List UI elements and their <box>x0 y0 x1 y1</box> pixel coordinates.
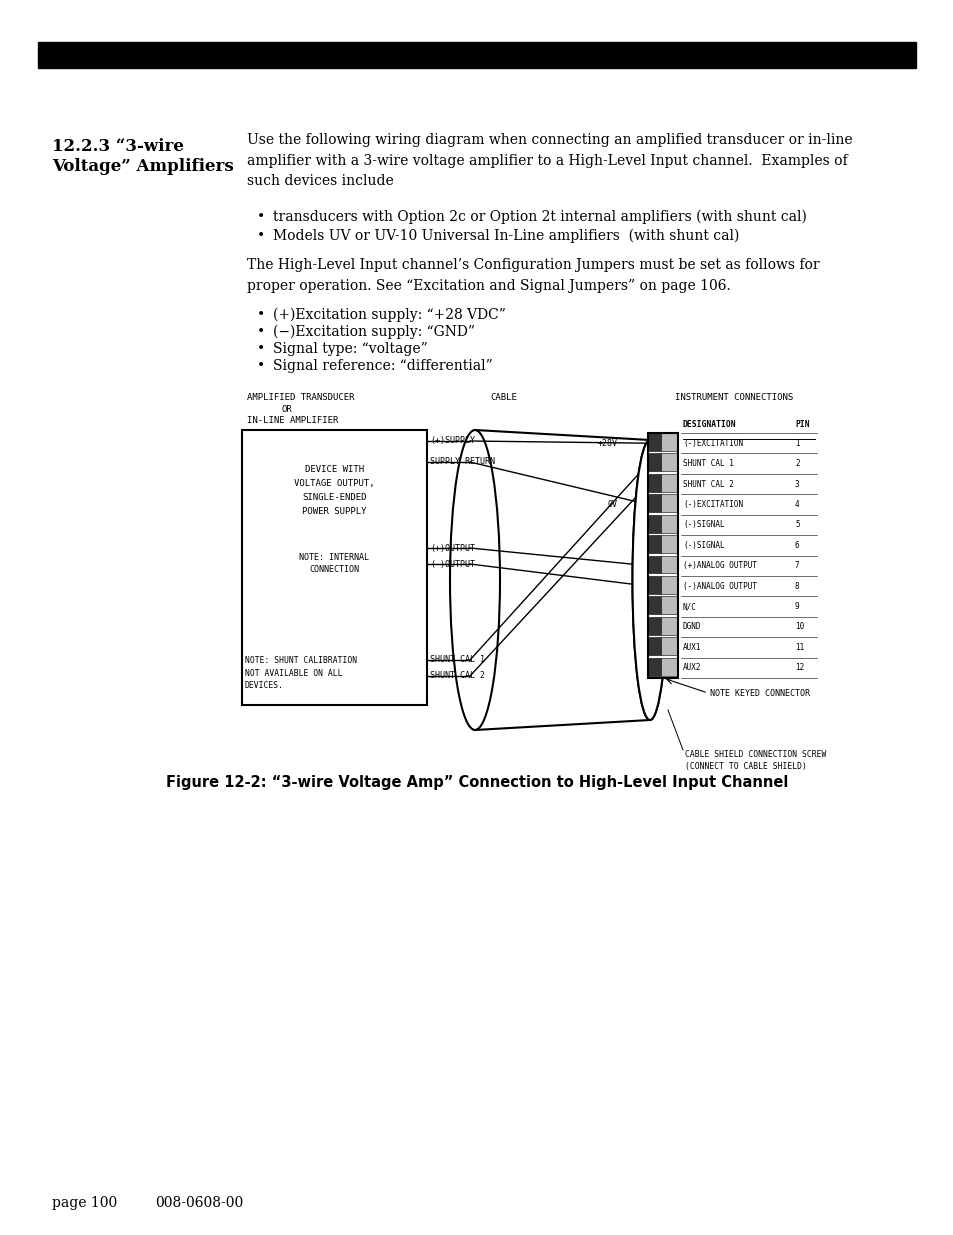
Bar <box>660 576 678 594</box>
Text: SHUNT CAL 2: SHUNT CAL 2 <box>682 479 733 489</box>
Text: IN-LINE AMPLIFIER: IN-LINE AMPLIFIER <box>247 416 338 425</box>
Text: 0V: 0V <box>607 500 618 509</box>
Text: 12: 12 <box>794 663 803 672</box>
Text: •: • <box>256 228 265 243</box>
Text: 11: 11 <box>794 643 803 652</box>
Text: NOTE: SHUNT CALIBRATION
NOT AVAILABLE ON ALL
DEVICES.: NOTE: SHUNT CALIBRATION NOT AVAILABLE ON… <box>245 656 356 690</box>
Bar <box>647 637 660 655</box>
Bar <box>660 535 678 553</box>
Text: NOTE KEYED CONNECTOR: NOTE KEYED CONNECTOR <box>709 688 809 698</box>
Bar <box>647 433 678 678</box>
Text: (−)Excitation supply: “GND”: (−)Excitation supply: “GND” <box>273 325 475 340</box>
Bar <box>647 453 660 472</box>
Bar <box>660 494 678 513</box>
Bar <box>660 474 678 492</box>
Text: 10: 10 <box>794 622 803 631</box>
Text: CABLE SHIELD CONNECTION SCREW
(CONNECT TO CABLE SHIELD): CABLE SHIELD CONNECTION SCREW (CONNECT T… <box>684 750 825 772</box>
Bar <box>647 556 660 573</box>
Text: NOTE: INTERNAL
CONNECTION: NOTE: INTERNAL CONNECTION <box>299 553 369 574</box>
Ellipse shape <box>632 440 667 720</box>
Bar <box>647 474 660 492</box>
Text: (+)OUTPUT: (+)OUTPUT <box>430 543 475 552</box>
Bar <box>647 515 660 532</box>
Bar <box>660 515 678 532</box>
Text: Signal type: “voltage”: Signal type: “voltage” <box>273 342 427 356</box>
Text: •: • <box>256 325 265 338</box>
Text: •: • <box>256 359 265 373</box>
Text: (+)ANALOG OUTPUT: (+)ANALOG OUTPUT <box>682 561 757 571</box>
Text: (+)SUPPLY: (+)SUPPLY <box>430 436 475 446</box>
Text: The High-Level Input channel’s Configuration Jumpers must be set as follows for
: The High-Level Input channel’s Configura… <box>247 258 819 293</box>
Text: 1: 1 <box>794 438 799 448</box>
Text: Signal reference: “differential”: Signal reference: “differential” <box>273 359 493 373</box>
Text: Figure 12-2: “3-wire Voltage Amp” Connection to High-Level Input Channel: Figure 12-2: “3-wire Voltage Amp” Connec… <box>166 776 787 790</box>
Text: 9: 9 <box>794 601 799 611</box>
Text: AUX2: AUX2 <box>682 663 700 672</box>
Text: 3: 3 <box>794 479 799 489</box>
Text: transducers with Option 2c or Option 2t internal amplifiers (with shunt cal): transducers with Option 2c or Option 2t … <box>273 210 806 225</box>
Text: •: • <box>256 210 265 224</box>
Text: •: • <box>256 342 265 356</box>
Text: Use the following wiring diagram when connecting an amplified transducer or in-l: Use the following wiring diagram when co… <box>247 133 852 188</box>
Text: 4: 4 <box>794 500 799 509</box>
Text: (-)OUTPUT: (-)OUTPUT <box>430 559 475 568</box>
Bar <box>647 616 660 635</box>
Text: SHUNT CAL 2: SHUNT CAL 2 <box>430 672 484 680</box>
Text: DESIGNATION: DESIGNATION <box>682 420 736 429</box>
Text: 12.2.3 “3-wire: 12.2.3 “3-wire <box>52 138 184 156</box>
Text: (-)EXCITATION: (-)EXCITATION <box>682 500 742 509</box>
Bar <box>647 657 660 676</box>
Text: (-)ANALOG OUTPUT: (-)ANALOG OUTPUT <box>682 582 757 590</box>
Text: DEVICE WITH
VOLTAGE OUTPUT,
SINGLE-ENDED
POWER SUPPLY: DEVICE WITH VOLTAGE OUTPUT, SINGLE-ENDED… <box>294 466 375 516</box>
Bar <box>647 597 660 614</box>
Text: CABLE: CABLE <box>490 393 517 403</box>
Text: 8: 8 <box>794 582 799 590</box>
Text: (+)Excitation supply: “+28 VDC”: (+)Excitation supply: “+28 VDC” <box>273 308 505 322</box>
Text: PIN: PIN <box>794 420 809 429</box>
Text: 6: 6 <box>794 541 799 550</box>
Text: SHUNT CAL 1: SHUNT CAL 1 <box>430 656 484 664</box>
Text: (-)SIGNAL: (-)SIGNAL <box>682 520 724 530</box>
Text: OR: OR <box>282 405 293 414</box>
Text: AMPLIFIED TRANSDUCER: AMPLIFIED TRANSDUCER <box>247 393 355 403</box>
Text: INSTRUMENT CONNECTIONS: INSTRUMENT CONNECTIONS <box>675 393 792 403</box>
Text: 7: 7 <box>794 561 799 571</box>
Bar <box>647 494 660 513</box>
Text: •: • <box>256 308 265 322</box>
Bar <box>660 637 678 655</box>
Text: 2: 2 <box>794 459 799 468</box>
Bar <box>647 535 660 553</box>
Text: 008-0608-00: 008-0608-00 <box>154 1195 243 1210</box>
Text: Models UV or UV-10 Universal In-Line amplifiers  (with shunt cal): Models UV or UV-10 Universal In-Line amp… <box>273 228 739 243</box>
Text: SUPPLY RETURN: SUPPLY RETURN <box>430 457 495 467</box>
Bar <box>38 42 915 68</box>
Bar <box>660 616 678 635</box>
Text: N/C: N/C <box>682 601 696 611</box>
Text: SHUNT CAL 1: SHUNT CAL 1 <box>682 459 733 468</box>
Text: +28V: +28V <box>598 438 618 448</box>
Text: (-)EXCITATION: (-)EXCITATION <box>682 438 742 448</box>
Bar <box>242 430 427 705</box>
Text: page 100: page 100 <box>52 1195 117 1210</box>
Bar <box>647 576 660 594</box>
Bar <box>647 433 660 451</box>
Text: Voltage” Amplifiers: Voltage” Amplifiers <box>52 158 233 175</box>
Text: DGND: DGND <box>682 622 700 631</box>
Bar <box>660 597 678 614</box>
Bar <box>660 433 678 451</box>
Bar <box>647 433 678 678</box>
Bar <box>660 453 678 472</box>
Text: 5: 5 <box>794 520 799 530</box>
Text: AUX1: AUX1 <box>682 643 700 652</box>
Bar <box>660 556 678 573</box>
Text: (-)SIGNAL: (-)SIGNAL <box>682 541 724 550</box>
Bar <box>660 657 678 676</box>
